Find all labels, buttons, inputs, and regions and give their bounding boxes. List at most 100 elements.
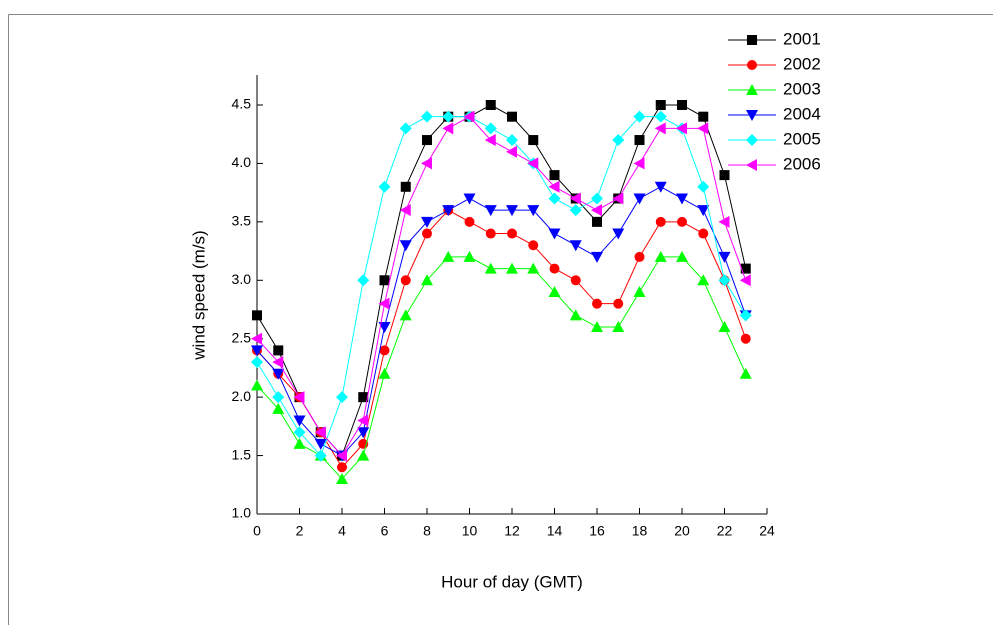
data-point xyxy=(591,321,603,333)
data-point xyxy=(272,402,285,414)
y-axis-label: wind speed (m/s) xyxy=(189,230,208,360)
data-point xyxy=(357,427,370,439)
data-point xyxy=(357,414,369,427)
data-point xyxy=(336,391,348,404)
data-point xyxy=(697,122,709,135)
x-tick-label: 14 xyxy=(547,523,563,539)
data-point xyxy=(507,228,517,239)
data-point xyxy=(358,392,369,403)
data-point xyxy=(399,122,412,135)
legend-marker xyxy=(746,134,758,146)
data-point xyxy=(677,216,687,227)
data-point xyxy=(379,345,390,356)
y-tick-label: 1.0 xyxy=(232,505,252,521)
y-tick-label: 2.0 xyxy=(232,388,252,404)
data-point xyxy=(570,275,581,286)
data-point xyxy=(251,356,263,369)
data-point xyxy=(357,274,370,287)
data-point xyxy=(569,204,582,217)
x-tick-label: 8 xyxy=(423,523,431,539)
data-point xyxy=(592,298,602,309)
data-point xyxy=(655,100,666,110)
data-point xyxy=(676,193,688,205)
data-point xyxy=(740,263,751,274)
data-point xyxy=(506,262,518,274)
data-point xyxy=(591,204,602,217)
data-point xyxy=(357,449,370,461)
data-point xyxy=(421,216,433,228)
data-point xyxy=(399,204,411,217)
x-tick-label: 16 xyxy=(589,523,605,539)
y-tick-label: 4.0 xyxy=(232,154,252,170)
data-point xyxy=(336,472,348,484)
data-point xyxy=(485,100,496,110)
data-point xyxy=(528,240,539,251)
data-point xyxy=(612,134,625,147)
y-tick-label: 2.5 xyxy=(232,329,252,345)
data-point xyxy=(506,145,517,158)
data-point xyxy=(612,228,625,240)
data-point xyxy=(548,228,561,240)
series-line xyxy=(256,256,747,480)
data-point xyxy=(484,134,496,147)
x-tick-label: 0 xyxy=(253,523,261,539)
x-tick-label: 18 xyxy=(632,523,648,539)
data-point xyxy=(336,449,347,462)
data-point xyxy=(591,251,603,263)
legend-text: 2005 xyxy=(783,129,821,148)
data-point xyxy=(252,310,262,321)
legend-text: 2004 xyxy=(783,104,821,123)
data-point xyxy=(698,228,709,239)
data-point xyxy=(634,251,645,262)
data-point xyxy=(272,356,284,369)
data-point xyxy=(463,110,475,123)
data-point xyxy=(251,379,263,391)
data-point xyxy=(549,263,560,274)
data-point xyxy=(569,240,582,252)
data-point xyxy=(484,122,497,135)
data-point xyxy=(548,192,561,205)
data-point xyxy=(293,426,306,439)
data-point xyxy=(485,228,496,239)
data-point xyxy=(399,309,412,321)
x-tick-label: 6 xyxy=(381,523,389,539)
data-point xyxy=(569,309,582,321)
data-point xyxy=(422,135,432,146)
data-point xyxy=(379,275,390,286)
data-point xyxy=(421,157,432,170)
data-point xyxy=(337,462,347,473)
data-point xyxy=(739,309,752,322)
data-point xyxy=(697,274,710,286)
y-tick-label: 1.5 xyxy=(232,446,252,462)
data-point xyxy=(697,205,710,217)
y-tick-label: 4.5 xyxy=(232,96,252,112)
data-point xyxy=(314,426,326,439)
y-tick-label: 3.5 xyxy=(232,213,252,229)
data-point xyxy=(654,250,667,262)
x-tick-label: 24 xyxy=(759,523,775,539)
legend-text: 2002 xyxy=(783,54,821,73)
data-point xyxy=(272,368,285,380)
data-point xyxy=(442,122,454,135)
data-point xyxy=(484,262,497,274)
data-point xyxy=(633,157,645,170)
data-point xyxy=(719,170,730,181)
data-point xyxy=(718,215,730,228)
data-point xyxy=(400,275,411,286)
data-point xyxy=(612,321,625,333)
data-point xyxy=(698,111,709,122)
x-tick-label: 4 xyxy=(338,523,346,539)
legend-marker xyxy=(746,84,758,95)
data-point xyxy=(273,345,284,356)
data-point xyxy=(442,205,455,217)
data-point xyxy=(378,367,391,379)
data-point xyxy=(718,251,731,263)
data-point xyxy=(527,262,540,274)
x-tick-label: 10 xyxy=(462,523,478,539)
data-point xyxy=(463,193,476,205)
data-point xyxy=(569,192,581,205)
data-point xyxy=(484,205,497,217)
data-point xyxy=(314,438,327,450)
series-line xyxy=(256,116,747,457)
